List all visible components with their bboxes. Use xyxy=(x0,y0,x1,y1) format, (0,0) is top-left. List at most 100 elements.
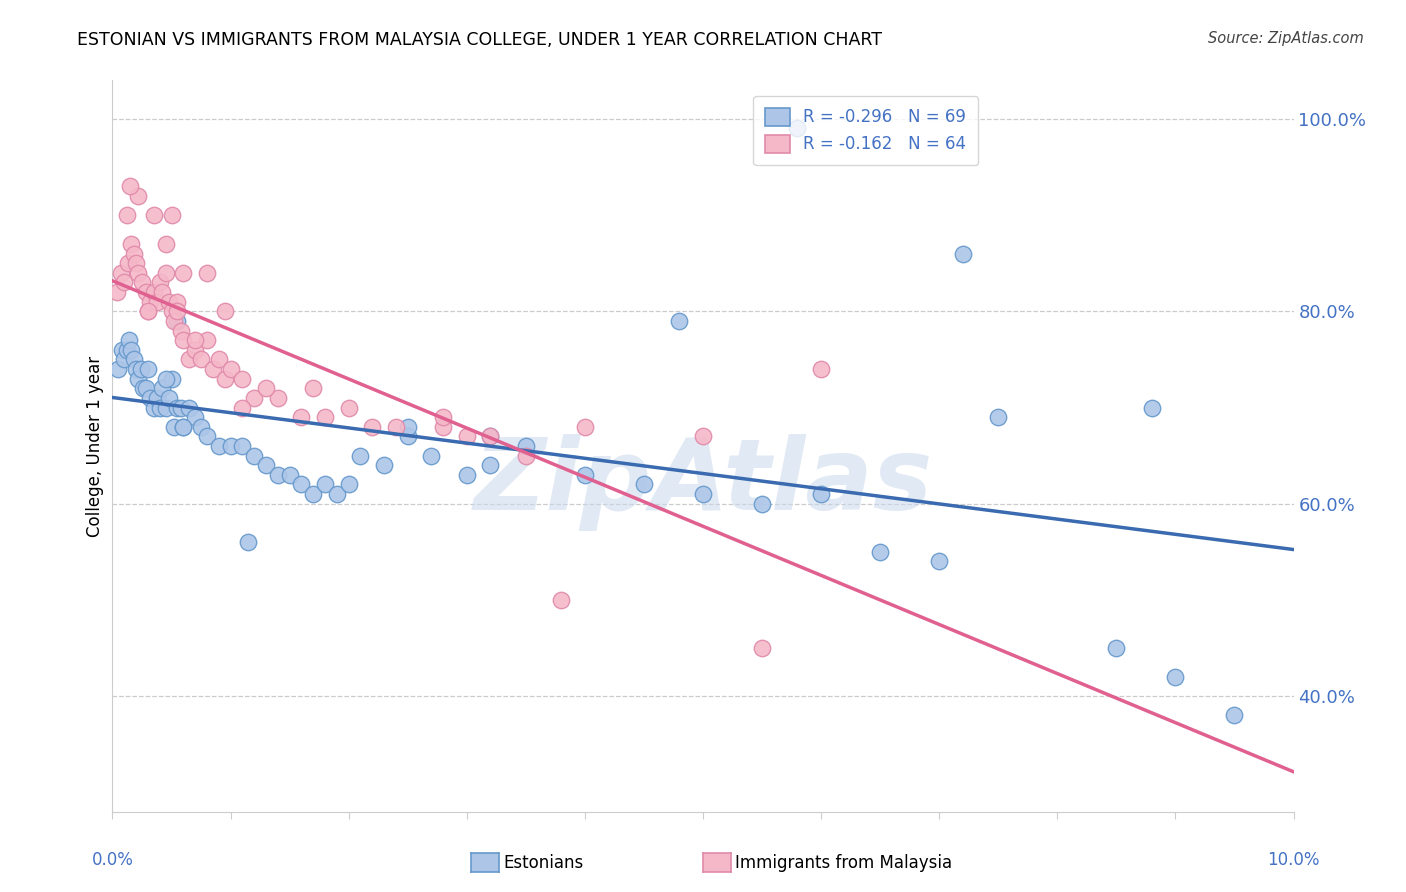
Point xyxy=(172,419,194,434)
Point xyxy=(302,381,325,395)
Point xyxy=(172,333,194,347)
Point xyxy=(170,324,193,338)
Point xyxy=(751,641,773,656)
Point xyxy=(122,352,145,367)
Point xyxy=(160,304,183,318)
Point xyxy=(952,246,974,260)
Point xyxy=(146,294,169,309)
Point xyxy=(105,285,128,299)
Point xyxy=(115,208,138,222)
Point xyxy=(396,429,419,443)
Point xyxy=(125,362,148,376)
Point xyxy=(420,449,443,463)
Point xyxy=(550,593,572,607)
Point xyxy=(166,401,188,415)
Point xyxy=(120,179,142,194)
Point xyxy=(810,487,832,501)
Text: Immigrants from Malaysia: Immigrants from Malaysia xyxy=(735,854,952,871)
Point xyxy=(179,401,201,415)
Point xyxy=(337,401,360,415)
Point xyxy=(150,381,173,395)
Point xyxy=(112,276,135,290)
Point xyxy=(184,343,207,357)
Point xyxy=(129,362,152,376)
Point xyxy=(155,401,177,415)
Point xyxy=(692,487,714,501)
Y-axis label: College, Under 1 year: College, Under 1 year xyxy=(86,355,104,537)
Point xyxy=(1105,641,1128,656)
Point xyxy=(290,410,312,425)
Point xyxy=(139,294,162,309)
Point xyxy=(326,487,349,501)
Point xyxy=(515,449,537,463)
Point xyxy=(135,285,157,299)
Point xyxy=(515,439,537,453)
Point xyxy=(302,487,325,501)
Point xyxy=(1140,401,1163,415)
Point xyxy=(179,352,201,367)
Point xyxy=(751,497,773,511)
Point xyxy=(163,419,186,434)
Point xyxy=(150,285,173,299)
Point xyxy=(810,362,832,376)
Point xyxy=(479,429,502,443)
Text: ESTONIAN VS IMMIGRANTS FROM MALAYSIA COLLEGE, UNDER 1 YEAR CORRELATION CHART: ESTONIAN VS IMMIGRANTS FROM MALAYSIA COL… xyxy=(77,31,883,49)
Text: ZipAtlas: ZipAtlas xyxy=(474,434,932,531)
Point xyxy=(349,449,371,463)
Point xyxy=(166,294,188,309)
Point xyxy=(574,467,596,482)
Point xyxy=(267,391,290,405)
Point xyxy=(1164,670,1187,684)
Point xyxy=(131,276,153,290)
Text: 10.0%: 10.0% xyxy=(1267,851,1320,869)
Point xyxy=(135,381,157,395)
Point xyxy=(149,401,172,415)
Point xyxy=(373,458,395,473)
Point xyxy=(633,477,655,491)
Point xyxy=(928,554,950,568)
Point xyxy=(574,419,596,434)
Point xyxy=(172,266,194,280)
Point xyxy=(432,419,454,434)
Point xyxy=(231,439,253,453)
Point xyxy=(155,236,177,251)
Point xyxy=(127,371,149,385)
Point xyxy=(115,343,138,357)
Point xyxy=(314,410,336,425)
Point xyxy=(692,429,714,443)
Point xyxy=(163,314,186,328)
Point xyxy=(290,477,312,491)
Point xyxy=(184,333,207,347)
Point xyxy=(146,391,169,405)
Point xyxy=(132,381,155,395)
Point xyxy=(190,419,212,434)
Point xyxy=(157,391,180,405)
Point xyxy=(214,371,236,385)
Point xyxy=(254,458,277,473)
Point xyxy=(120,236,142,251)
Point xyxy=(337,477,360,491)
Point xyxy=(136,304,159,318)
Point xyxy=(219,439,242,453)
Point xyxy=(136,362,159,376)
Point xyxy=(170,401,193,415)
Point xyxy=(155,371,177,385)
Point xyxy=(184,410,207,425)
Point xyxy=(127,188,149,202)
Point xyxy=(142,285,165,299)
Text: Estonians: Estonians xyxy=(503,854,583,871)
Point xyxy=(267,467,290,482)
Point xyxy=(238,535,260,549)
Point xyxy=(987,410,1010,425)
Point xyxy=(361,419,384,434)
Point xyxy=(243,391,266,405)
Point xyxy=(117,256,139,270)
Point xyxy=(786,121,808,136)
Point xyxy=(112,352,135,367)
Point xyxy=(456,429,478,443)
Point xyxy=(172,419,194,434)
Point xyxy=(668,314,690,328)
Point xyxy=(142,208,165,222)
Point xyxy=(456,467,478,482)
Point xyxy=(278,467,301,482)
